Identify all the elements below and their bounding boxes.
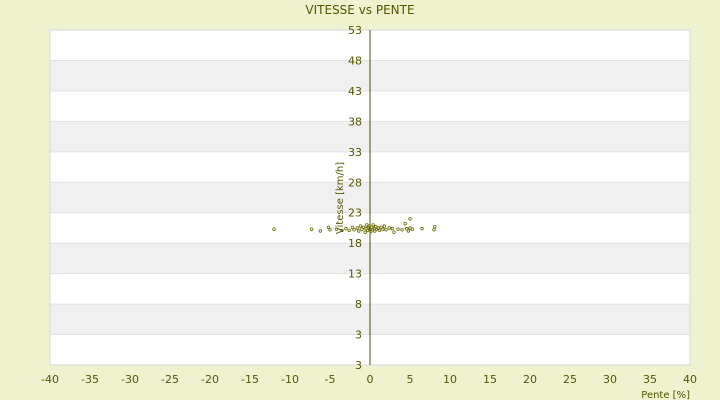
x-tick-label: 35: [643, 373, 657, 386]
x-tick-labels: -40 -35 -30 -25 -20 -15 -10 -5 0 5 10 15 20 25 30 35 40: [41, 373, 697, 386]
data-point: [400, 228, 404, 232]
data-point: [326, 225, 331, 229]
x-tick-label: -20: [201, 373, 219, 386]
y-tick-label: 38: [348, 115, 362, 128]
x-tick-label: -35: [81, 373, 99, 386]
data-point: [433, 224, 437, 229]
x-tick-label: -25: [161, 373, 179, 386]
x-tick-label: -10: [281, 373, 299, 386]
x-tick-label: -15: [241, 373, 259, 386]
x-tick-label: -5: [325, 373, 336, 386]
data-point: [357, 229, 361, 233]
data-point: [358, 224, 363, 228]
data-point: [379, 225, 383, 229]
data-point: [318, 229, 323, 233]
data-point: [432, 228, 436, 232]
y-tick-label: 33: [348, 146, 362, 159]
y-tick-label: 8: [355, 298, 362, 311]
data-point: [376, 226, 380, 230]
data-point: [387, 226, 391, 230]
data-point: [377, 228, 382, 233]
x-tick-label: 15: [483, 373, 497, 386]
data-point: [406, 229, 411, 233]
y-tick-label: 48: [348, 54, 362, 67]
y-tick-label: 23: [348, 207, 362, 220]
data-point: [410, 227, 415, 231]
y-tick-label: 53: [348, 24, 362, 37]
data-point: [396, 227, 400, 231]
data-point: [352, 228, 356, 232]
data-point: [344, 226, 348, 231]
y-tick-label: 18: [348, 237, 362, 250]
data-point: [360, 227, 364, 231]
x-tick-label: 40: [683, 373, 697, 386]
x-tick-label: 20: [523, 373, 537, 386]
y-tick-label: 3: [355, 329, 362, 342]
x-tick-label: 0: [367, 373, 374, 386]
data-point: [390, 226, 395, 231]
data-point: [347, 228, 351, 233]
data-point: [420, 226, 424, 231]
x-tick-label: 25: [563, 373, 577, 386]
y-tick-label: 43: [348, 85, 362, 98]
data-point: [384, 228, 388, 232]
data-point: [355, 226, 359, 230]
x-tick-label: 10: [443, 373, 457, 386]
data-point: [381, 227, 385, 231]
data-point: [334, 227, 339, 231]
x-axis-label: Pente [%]: [641, 390, 690, 400]
data-point: [382, 224, 387, 228]
x-tick-label: 30: [603, 373, 617, 386]
x-tick-label: -30: [121, 373, 139, 386]
x-tick-label: -40: [41, 373, 59, 386]
data-point: [403, 221, 407, 226]
data-point: [405, 226, 409, 231]
y-tick-label: 28: [348, 176, 362, 189]
chart-title: VITESSE vs PENTE: [305, 3, 414, 17]
plot-area: [49, 29, 691, 366]
data-point: [328, 228, 332, 232]
data-point: [361, 225, 366, 229]
data-point: [309, 227, 314, 231]
data-point: [272, 227, 276, 231]
data-point: [408, 217, 412, 221]
data-point: [371, 223, 375, 227]
data-point: [363, 230, 367, 234]
y-axis-label: Vitesse [km/h]: [335, 162, 346, 234]
y-tick-label: 3: [355, 359, 362, 372]
y-tick-label: 13: [348, 268, 362, 281]
data-points: [272, 217, 437, 234]
data-point: [392, 230, 396, 234]
data-point: [350, 225, 355, 229]
data-point: [340, 228, 344, 233]
x-tick-label: 5: [407, 373, 414, 386]
